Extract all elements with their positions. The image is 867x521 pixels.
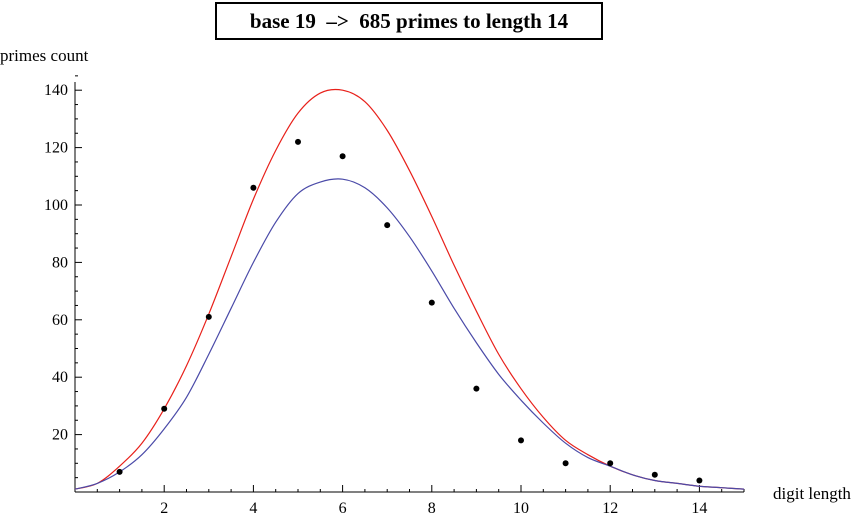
data-point bbox=[651, 471, 658, 478]
x-tick-label: 10 bbox=[513, 500, 529, 517]
curve-line-1 bbox=[74, 88, 745, 490]
curve-line-2 bbox=[74, 178, 745, 490]
data-point bbox=[696, 477, 703, 484]
data-point bbox=[518, 437, 524, 444]
x-tick-label: 14 bbox=[691, 500, 707, 517]
chart-title: base 19 –> 685 primes to length 14 bbox=[215, 2, 603, 40]
x-tick-label: 12 bbox=[602, 500, 618, 517]
y-axis-label: primes count bbox=[0, 46, 89, 65]
x-tick-label: 2 bbox=[160, 500, 168, 517]
y-tick-label: 80 bbox=[52, 254, 68, 271]
x-tick-label: 8 bbox=[428, 500, 436, 517]
data-point bbox=[562, 460, 569, 467]
data-point bbox=[116, 468, 123, 475]
data-point bbox=[384, 222, 391, 229]
data-points bbox=[116, 138, 703, 484]
data-point bbox=[473, 385, 480, 392]
data-point bbox=[250, 184, 257, 191]
y-tick-label: 40 bbox=[52, 369, 68, 386]
data-point bbox=[607, 460, 614, 467]
y-tick-label: 60 bbox=[52, 312, 68, 329]
data-point bbox=[161, 405, 168, 412]
data-point bbox=[295, 138, 301, 145]
data-point bbox=[339, 153, 346, 160]
x-axis-label: digit length bbox=[773, 484, 851, 503]
axes: 2 4 6 8 10 12 14 20 40 60 80 100 120 140 bbox=[44, 75, 745, 517]
x-tick-label: 4 bbox=[249, 500, 257, 517]
x-tick-label: 6 bbox=[339, 500, 347, 517]
y-tick-label: 120 bbox=[44, 140, 68, 157]
curves bbox=[74, 88, 745, 490]
data-point bbox=[428, 299, 435, 306]
y-tick-label: 100 bbox=[44, 197, 68, 214]
y-tick-label: 20 bbox=[52, 427, 68, 444]
data-point bbox=[205, 313, 212, 320]
y-tick-label: 140 bbox=[44, 82, 68, 99]
